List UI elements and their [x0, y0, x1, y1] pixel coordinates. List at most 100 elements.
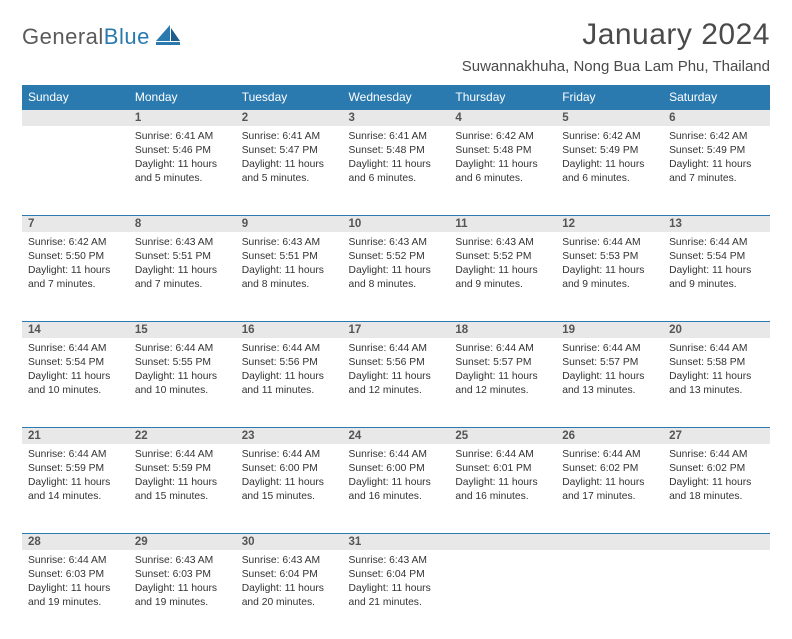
- sunset-line: Sunset: 5:54 PM: [669, 250, 764, 264]
- daylight-line: Daylight: 11 hours and 12 minutes.: [455, 370, 550, 398]
- sunset-line: Sunset: 5:51 PM: [242, 250, 337, 264]
- daylight-line: Daylight: 11 hours and 11 minutes.: [242, 370, 337, 398]
- weekday-header: Tuesday: [236, 85, 343, 109]
- daylight-line: Daylight: 11 hours and 9 minutes.: [455, 264, 550, 292]
- calendar-header: SundayMondayTuesdayWednesdayThursdayFrid…: [22, 85, 770, 109]
- sunset-line: Sunset: 5:57 PM: [562, 356, 657, 370]
- daylight-line: Daylight: 11 hours and 17 minutes.: [562, 476, 657, 504]
- daynum: 10: [343, 215, 450, 232]
- logo: GeneralBlue: [22, 24, 182, 50]
- daynum: 21: [22, 427, 129, 444]
- sunset-line: Sunset: 5:47 PM: [242, 144, 337, 158]
- daynum-row: 28293031: [22, 533, 770, 551]
- daylight-line: Daylight: 11 hours and 13 minutes.: [562, 370, 657, 398]
- daynum-empty: [449, 533, 556, 550]
- sunset-line: Sunset: 5:58 PM: [669, 356, 764, 370]
- daylight-line: Daylight: 11 hours and 16 minutes.: [349, 476, 444, 504]
- daylight-line: Daylight: 11 hours and 20 minutes.: [242, 582, 337, 610]
- daylight-line: Daylight: 11 hours and 15 minutes.: [242, 476, 337, 504]
- sunset-line: Sunset: 5:48 PM: [455, 144, 550, 158]
- daynum: 28: [22, 533, 129, 550]
- daynum: 6: [663, 109, 770, 126]
- sunset-line: Sunset: 5:49 PM: [669, 144, 764, 158]
- daylight-line: Daylight: 11 hours and 9 minutes.: [669, 264, 764, 292]
- daynum: 30: [236, 533, 343, 550]
- week-row: Sunrise: 6:44 AMSunset: 5:59 PMDaylight:…: [22, 445, 770, 533]
- sunrise-line: Sunrise: 6:41 AM: [242, 130, 337, 144]
- daylight-line: Daylight: 11 hours and 13 minutes.: [669, 370, 764, 398]
- sunrise-line: Sunrise: 6:44 AM: [242, 342, 337, 356]
- day-cell: Sunrise: 6:43 AMSunset: 5:51 PMDaylight:…: [129, 233, 236, 296]
- day-cell: Sunrise: 6:44 AMSunset: 6:02 PMDaylight:…: [663, 445, 770, 508]
- day-cell: Sunrise: 6:44 AMSunset: 5:59 PMDaylight:…: [22, 445, 129, 508]
- day-cell-empty: [556, 551, 663, 639]
- sunset-line: Sunset: 6:03 PM: [135, 568, 230, 582]
- sunset-line: Sunset: 5:56 PM: [349, 356, 444, 370]
- sunset-line: Sunset: 6:00 PM: [242, 462, 337, 476]
- day-cell: Sunrise: 6:42 AMSunset: 5:49 PMDaylight:…: [663, 127, 770, 190]
- daynum: 17: [343, 321, 450, 338]
- daynum: 7: [22, 215, 129, 232]
- calendar-table: SundayMondayTuesdayWednesdayThursdayFrid…: [22, 85, 770, 639]
- sunrise-line: Sunrise: 6:43 AM: [242, 554, 337, 568]
- sunrise-line: Sunrise: 6:44 AM: [669, 236, 764, 250]
- sunrise-line: Sunrise: 6:42 AM: [455, 130, 550, 144]
- weekday-header: Sunday: [22, 85, 129, 109]
- day-cell: Sunrise: 6:41 AMSunset: 5:46 PMDaylight:…: [129, 127, 236, 190]
- logo-sail-icon: [156, 25, 182, 50]
- day-cell-empty: [663, 551, 770, 639]
- weekday-header: Monday: [129, 85, 236, 109]
- day-cell: Sunrise: 6:44 AMSunset: 5:57 PMDaylight:…: [556, 339, 663, 402]
- sunset-line: Sunset: 5:55 PM: [135, 356, 230, 370]
- daynum-row: 14151617181920: [22, 321, 770, 339]
- daylight-line: Daylight: 11 hours and 7 minutes.: [28, 264, 123, 292]
- daynum-row: 123456: [22, 109, 770, 127]
- day-cell: Sunrise: 6:44 AMSunset: 5:54 PMDaylight:…: [663, 233, 770, 296]
- daylight-line: Daylight: 11 hours and 16 minutes.: [455, 476, 550, 504]
- daylight-line: Daylight: 11 hours and 8 minutes.: [242, 264, 337, 292]
- sunrise-line: Sunrise: 6:44 AM: [28, 554, 123, 568]
- daylight-line: Daylight: 11 hours and 6 minutes.: [455, 158, 550, 186]
- day-cell: Sunrise: 6:44 AMSunset: 5:58 PMDaylight:…: [663, 339, 770, 402]
- day-cell: Sunrise: 6:43 AMSunset: 6:04 PMDaylight:…: [236, 551, 343, 614]
- logo-word-blue: Blue: [104, 24, 150, 49]
- day-cell: Sunrise: 6:43 AMSunset: 5:52 PMDaylight:…: [449, 233, 556, 296]
- day-cell: Sunrise: 6:43 AMSunset: 6:04 PMDaylight:…: [343, 551, 450, 614]
- day-cell: Sunrise: 6:44 AMSunset: 6:01 PMDaylight:…: [449, 445, 556, 508]
- daylight-line: Daylight: 11 hours and 10 minutes.: [135, 370, 230, 398]
- daynum: 8: [129, 215, 236, 232]
- sunset-line: Sunset: 5:48 PM: [349, 144, 444, 158]
- sunset-line: Sunset: 5:59 PM: [135, 462, 230, 476]
- daynum: 15: [129, 321, 236, 338]
- sunset-line: Sunset: 6:03 PM: [28, 568, 123, 582]
- sunrise-line: Sunrise: 6:44 AM: [562, 236, 657, 250]
- sunset-line: Sunset: 6:01 PM: [455, 462, 550, 476]
- day-cell-empty: [22, 127, 129, 215]
- sunrise-line: Sunrise: 6:44 AM: [135, 448, 230, 462]
- sunrise-line: Sunrise: 6:43 AM: [135, 554, 230, 568]
- daynum: 18: [449, 321, 556, 338]
- sunrise-line: Sunrise: 6:41 AM: [135, 130, 230, 144]
- sunrise-line: Sunrise: 6:44 AM: [455, 342, 550, 356]
- daynum: 1: [129, 109, 236, 126]
- week-row: Sunrise: 6:41 AMSunset: 5:46 PMDaylight:…: [22, 127, 770, 215]
- sunrise-line: Sunrise: 6:42 AM: [28, 236, 123, 250]
- sunset-line: Sunset: 6:02 PM: [562, 462, 657, 476]
- day-cell: Sunrise: 6:44 AMSunset: 5:53 PMDaylight:…: [556, 233, 663, 296]
- logo-word-general: General: [22, 24, 104, 49]
- sunset-line: Sunset: 5:56 PM: [242, 356, 337, 370]
- sunrise-line: Sunrise: 6:44 AM: [28, 448, 123, 462]
- daynum: 22: [129, 427, 236, 444]
- sunrise-line: Sunrise: 6:44 AM: [562, 448, 657, 462]
- daynum: 19: [556, 321, 663, 338]
- daynum: 4: [449, 109, 556, 126]
- sunset-line: Sunset: 5:46 PM: [135, 144, 230, 158]
- title-block: January 2024 Suwannakhuha, Nong Bua Lam …: [462, 18, 770, 75]
- daynum: 16: [236, 321, 343, 338]
- sunrise-line: Sunrise: 6:42 AM: [562, 130, 657, 144]
- sunset-line: Sunset: 6:02 PM: [669, 462, 764, 476]
- day-cell: Sunrise: 6:44 AMSunset: 6:03 PMDaylight:…: [22, 551, 129, 614]
- sunrise-line: Sunrise: 6:43 AM: [349, 236, 444, 250]
- sunset-line: Sunset: 5:50 PM: [28, 250, 123, 264]
- daynum: 13: [663, 215, 770, 232]
